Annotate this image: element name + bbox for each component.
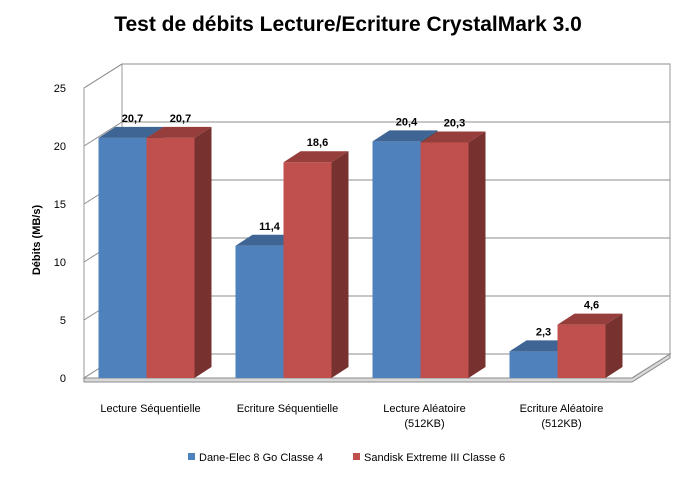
category-label: (512KB) — [404, 418, 444, 430]
bar-side — [194, 126, 212, 378]
bar — [557, 324, 606, 378]
bar-top — [372, 130, 438, 142]
data-label: 20,3 — [444, 118, 465, 130]
data-label: 18,6 — [307, 137, 328, 149]
chart-title: Test de débits Lecture/Ecriture CrystalM… — [114, 13, 582, 36]
legend-swatch — [188, 453, 195, 460]
y-tick-label: 10 — [54, 257, 66, 269]
category-label: Ecriture Aléatoire — [520, 403, 604, 415]
category-label: (512KB) — [541, 418, 581, 430]
legend-label: Sandisk Extreme III Classe 6 — [364, 452, 505, 464]
bar-top — [98, 126, 164, 138]
gridline — [83, 63, 670, 89]
y-tick-label: 5 — [60, 315, 66, 327]
legend-label: Dane-Elec 8 Go Classe 4 — [199, 452, 323, 464]
data-label: 2,3 — [536, 326, 551, 338]
category-label: Ecriture Séquentielle — [237, 403, 339, 415]
bar — [420, 142, 469, 378]
y-axis-title: Débits (MB/s) — [31, 205, 43, 276]
data-label: 20,7 — [170, 113, 191, 125]
bar — [98, 137, 147, 378]
bar — [146, 137, 195, 378]
y-tick-label: 15 — [54, 199, 66, 211]
bar-side — [605, 313, 623, 378]
y-tick-label: 20 — [54, 141, 66, 153]
bar — [372, 141, 421, 378]
category-label: Lecture Aléatoire — [383, 403, 466, 415]
bar — [509, 351, 558, 378]
category-label: Lecture Séquentielle — [100, 403, 200, 415]
y-tick-label: 0 — [60, 373, 66, 385]
data-label: 4,6 — [584, 300, 599, 312]
bar — [235, 245, 284, 378]
data-label: 11,4 — [259, 221, 281, 233]
gridline — [83, 121, 670, 147]
bar-top — [146, 126, 212, 138]
bar-top — [420, 131, 486, 143]
floor-edge — [83, 353, 671, 383]
bar-side — [468, 131, 486, 378]
data-label: 20,7 — [122, 113, 143, 125]
bar-top — [283, 151, 349, 163]
bar — [283, 162, 332, 378]
bar-side — [331, 151, 349, 378]
data-label: 20,4 — [396, 116, 418, 128]
legend-swatch — [353, 453, 360, 460]
bar-top — [557, 313, 623, 325]
y-tick-label: 25 — [54, 83, 66, 95]
